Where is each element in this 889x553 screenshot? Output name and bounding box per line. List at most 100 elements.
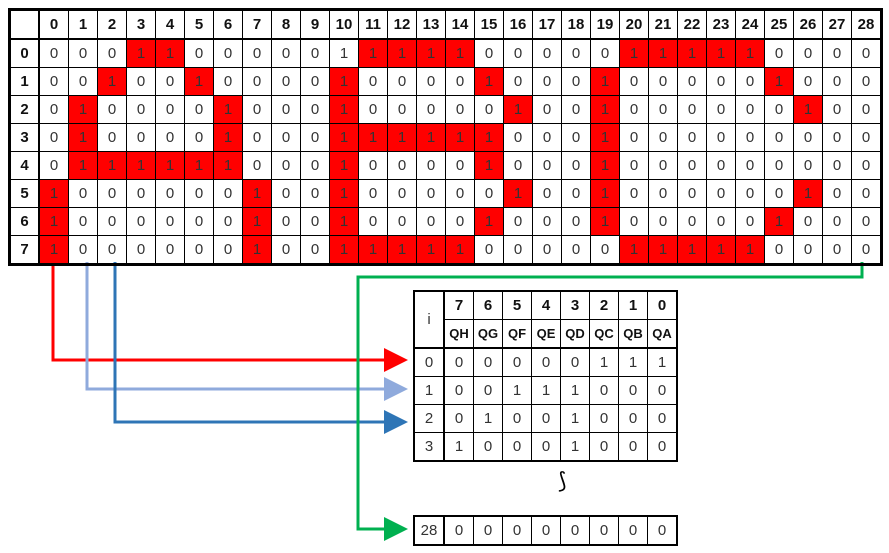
grid-cell: 0 <box>764 95 794 124</box>
grid-cell: 0 <box>822 95 852 124</box>
bit-cell: 0 <box>531 347 561 377</box>
grid-cell: 1 <box>474 151 504 180</box>
bitmap-grid: 0 1 2 3 4 5 6 7 8 9 10 11 12 13 14 15 16 17 18 19 20 21 22 23 24… <box>8 8 883 266</box>
grid-cell: 0 <box>38 123 69 152</box>
bit-header: 4 <box>531 290 561 320</box>
bit-cell: 0 <box>473 432 503 462</box>
grid-cell: 1 <box>590 151 620 180</box>
grid-cell: 0 <box>561 95 591 124</box>
bit-cell: 0 <box>560 515 590 546</box>
grid-cell: 1 <box>619 38 649 68</box>
grid-cell: 0 <box>590 38 620 68</box>
row-header: 1 <box>9 67 40 96</box>
row-index: 2 <box>413 404 445 433</box>
grid-cell: 1 <box>329 235 359 265</box>
bit-header: 3 <box>560 290 590 320</box>
grid-cell: 1 <box>213 151 243 180</box>
grid-cell: 0 <box>735 151 765 180</box>
grid-cell: 0 <box>358 151 388 180</box>
grid-cell: 1 <box>213 95 243 124</box>
grid-cell: 0 <box>793 67 823 96</box>
column-header: 20 <box>619 9 649 40</box>
grid-cell: 0 <box>358 67 388 96</box>
grid-cell: 0 <box>822 123 852 152</box>
grid-cell: 0 <box>764 123 794 152</box>
grid-cell: 0 <box>851 151 882 180</box>
grid-cell: 0 <box>532 235 562 265</box>
bit-header: 2 <box>589 290 619 320</box>
grid-cell: 1 <box>242 207 272 236</box>
grid-cell: 0 <box>416 151 446 180</box>
grid-cell: 0 <box>503 67 533 96</box>
grid-cell: 0 <box>503 38 533 68</box>
bit-cell: 1 <box>589 347 619 377</box>
grid-cell: 0 <box>793 38 823 68</box>
grid-header-row: 0 1 2 3 4 5 6 7 8 9 10 11 12 13 14 15 16 17 18 19 20 21 22 23 24… <box>9 9 882 40</box>
bit-cell: 0 <box>618 376 648 405</box>
grid-cell: 0 <box>300 179 330 208</box>
grid-cell: 0 <box>97 179 127 208</box>
row-index: 1 <box>413 376 445 405</box>
grid-cell: 0 <box>38 151 69 180</box>
grid-cell: 0 <box>822 179 852 208</box>
grid-cell: 0 <box>619 95 649 124</box>
index-header: i <box>413 290 445 349</box>
grid-cell: 0 <box>503 123 533 152</box>
grid-cell: 0 <box>764 151 794 180</box>
grid-cell: 1 <box>474 207 504 236</box>
bit-header: 5 <box>502 290 532 320</box>
grid-cell: 1 <box>474 123 504 152</box>
grid-cell: 0 <box>532 179 562 208</box>
bit-cell: 1 <box>560 432 590 462</box>
bit-header: 0 <box>647 290 678 320</box>
ellipsis-mark: ⟆ <box>558 468 567 493</box>
grid-cell: 0 <box>242 151 272 180</box>
row-header: 2 <box>9 95 40 124</box>
grid-cell: 0 <box>271 179 301 208</box>
column-header: 13 <box>416 9 446 40</box>
grid-cell: 0 <box>706 179 736 208</box>
grid-cell: 0 <box>126 67 156 96</box>
grid-cell: 1 <box>126 151 156 180</box>
grid-cell: 0 <box>271 235 301 265</box>
grid-cell: 0 <box>822 151 852 180</box>
grid-cell: 0 <box>619 123 649 152</box>
grid-cell: 1 <box>706 235 736 265</box>
pin-header: QF <box>502 319 532 349</box>
grid-cell: 0 <box>300 67 330 96</box>
grid-cell: 1 <box>445 235 475 265</box>
grid-cell: 0 <box>271 151 301 180</box>
column-header: 1 <box>68 9 98 40</box>
grid-cell: 0 <box>358 179 388 208</box>
column-header: 11 <box>358 9 388 40</box>
grid-cell: 0 <box>793 123 823 152</box>
grid-cell: 0 <box>387 179 417 208</box>
grid-cell: 0 <box>619 207 649 236</box>
grid-cell: 0 <box>387 207 417 236</box>
row-index: 28 <box>413 515 445 546</box>
grid-cell: 0 <box>735 123 765 152</box>
grid-cell: 0 <box>445 179 475 208</box>
bit-cell: 1 <box>473 404 503 433</box>
grid-cell: 0 <box>126 207 156 236</box>
row-header: 6 <box>9 207 40 236</box>
grid-cell: 0 <box>561 207 591 236</box>
grid-cell: 0 <box>532 38 562 68</box>
bit-cell: 0 <box>589 515 619 546</box>
pin-header: QH <box>443 319 474 349</box>
grid-cell: 0 <box>764 179 794 208</box>
grid-cell: 0 <box>271 207 301 236</box>
column-header: 22 <box>677 9 707 40</box>
grid-cell: 1 <box>184 151 214 180</box>
grid-cell: 0 <box>561 179 591 208</box>
grid-cell: 0 <box>532 67 562 96</box>
grid-cell: 1 <box>184 67 214 96</box>
grid-cell: 0 <box>851 207 882 236</box>
column-header: 10 <box>329 9 359 40</box>
bit-cell: 0 <box>443 404 474 433</box>
grid-cell: 0 <box>213 179 243 208</box>
